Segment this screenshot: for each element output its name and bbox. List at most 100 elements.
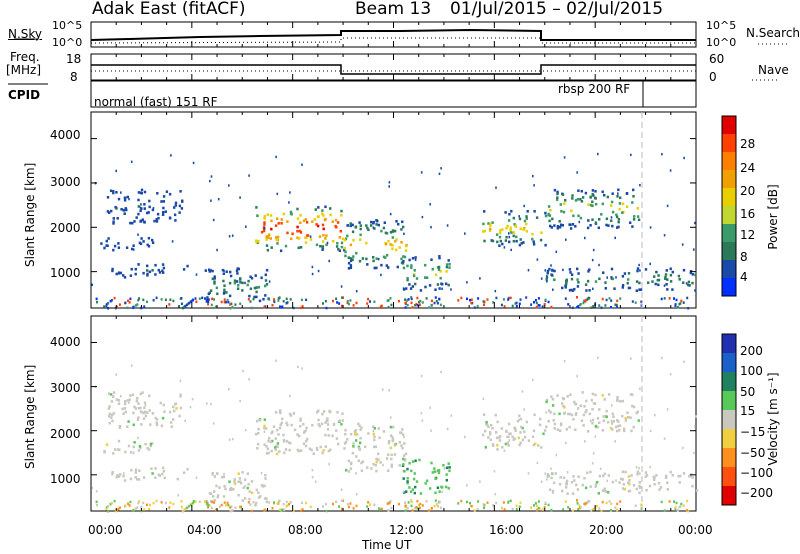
scatter-cell [174,201,178,205]
ground-scatter-cell [687,307,690,310]
scatter-cell [688,284,691,287]
scatter-cell [561,193,565,196]
ground-scatter-cell [263,508,266,512]
scatter-cell [539,417,542,421]
scatter-cell [508,432,511,435]
sparse-cell [532,174,534,178]
scatter-cell [257,427,260,431]
scatter-cell [228,281,232,285]
scatter-cell [296,225,299,229]
sparse-cell [228,438,231,441]
scatter-cell [627,475,631,478]
scatter-cell [111,471,114,474]
scatter-cell [144,442,147,446]
ground-scatter-cell [404,504,407,508]
scatter-cell [260,230,264,234]
sparse-cell [420,412,423,415]
scatter-cell [269,237,272,240]
velocity-ytick: 4000 [50,335,81,349]
scatter-cell [610,219,613,222]
scatter-cell [321,412,324,416]
scatter-cell [302,422,305,426]
scatter-cell [389,446,392,450]
scatter-cell [334,224,337,228]
scatter-cell [671,473,674,477]
scatter-cell [565,278,568,282]
scatter-cell [103,246,106,250]
scatter-cell [627,489,631,493]
scatter-cell [326,423,330,426]
ground-scatter-cell [281,305,284,308]
scatter-cell [508,212,511,216]
scatter-cell [272,425,276,428]
ground-scatter-cell [346,301,349,305]
ground-scatter-cell [292,509,295,513]
scatter-cell [666,488,669,491]
scatter-cell [392,425,395,429]
scatter-cell [142,240,145,243]
scatter-cell [571,194,574,197]
ground-scatter-cell [579,506,582,509]
sparse-cell [128,197,130,201]
scatter-cell [334,218,338,222]
scatter-cell [116,474,119,477]
scatter-cell [296,217,300,220]
colorbar-segment [722,467,736,487]
sparse-cell [694,425,696,428]
scatter-cell [424,285,427,289]
scatter-cell [588,412,592,416]
scatter-cell [123,196,127,200]
ground-scatter-cell [192,501,195,505]
scatter-cell [146,264,149,268]
scatter-cell [340,214,343,217]
scatter-cell [117,242,120,245]
scatter-cell [400,241,403,244]
scatter-cell [297,449,300,453]
scatter-cell [129,221,132,225]
ground-scatter-cell [129,297,132,301]
scatter-cell [213,499,216,502]
ground-scatter-cell [148,507,151,511]
ground-scatter-cell [186,303,189,306]
sparse-cell [566,471,569,474]
scatter-cell [105,443,109,446]
scatter-cell [563,202,566,205]
scatter-cell [339,229,342,233]
scatter-cell [208,268,211,272]
scatter-cell [402,469,406,473]
scatter-cell [631,393,634,396]
scatter-cell [571,197,574,200]
ground-scatter-cell [278,305,281,308]
scatter-cell [565,486,568,489]
ground-scatter-cell [477,500,480,503]
ground-scatter-cell [503,305,506,308]
sparse-cell [544,472,547,475]
scatter-cell [603,487,606,491]
scatter-cell [445,478,448,482]
scatter-cell [632,188,635,192]
scatter-cell [341,419,345,422]
scatter-cell [655,270,658,274]
scatter-cell [491,221,494,224]
scatter-cell [548,488,552,491]
sparse-cell [242,369,244,373]
scatter-cell [678,481,681,484]
ground-scatter-cell [160,298,163,301]
scatter-cell [604,281,607,284]
scatter-cell [107,407,111,410]
sparse-cell [438,172,441,175]
ground-scatter-cell [347,505,350,509]
scatter-cell [215,286,219,290]
scatter-cell [441,486,444,489]
scatter-cell [552,419,555,422]
scatter-cell [560,402,564,405]
scatter-cell [222,475,225,479]
scatter-cell [170,425,173,428]
scatter-cell [402,255,405,258]
scatter-cell [587,203,590,206]
scatter-cell [237,480,240,484]
colorbar-segment [722,448,736,468]
sparse-cell [663,234,666,237]
ground-scatter-cell [406,506,409,510]
scatter-cell [132,423,135,427]
